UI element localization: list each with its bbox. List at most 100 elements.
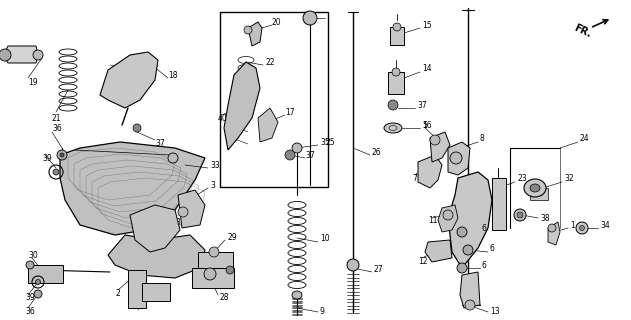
Circle shape xyxy=(576,222,588,234)
Polygon shape xyxy=(418,155,442,188)
Polygon shape xyxy=(5,46,38,63)
Circle shape xyxy=(303,11,317,25)
Text: 39: 39 xyxy=(42,154,52,163)
Circle shape xyxy=(226,266,234,274)
Text: 15: 15 xyxy=(422,20,432,29)
Circle shape xyxy=(133,124,141,132)
Bar xyxy=(220,12,328,187)
Text: 21: 21 xyxy=(52,114,61,123)
Text: 35: 35 xyxy=(320,138,330,147)
Bar xyxy=(28,265,63,283)
Text: 31: 31 xyxy=(175,218,185,227)
Text: 40: 40 xyxy=(218,114,228,123)
Text: 37: 37 xyxy=(155,139,165,148)
Text: 26: 26 xyxy=(372,148,382,156)
Polygon shape xyxy=(438,205,458,232)
Circle shape xyxy=(292,143,302,153)
Polygon shape xyxy=(548,222,560,245)
Circle shape xyxy=(244,26,252,34)
Polygon shape xyxy=(178,190,205,228)
Text: 33: 33 xyxy=(210,161,220,170)
Text: 8: 8 xyxy=(480,133,485,142)
Circle shape xyxy=(450,152,462,164)
Text: 14: 14 xyxy=(422,63,432,73)
Text: 10: 10 xyxy=(320,234,329,243)
Text: 1: 1 xyxy=(570,220,575,229)
Text: 20: 20 xyxy=(272,18,281,27)
Circle shape xyxy=(168,153,178,163)
Text: 12: 12 xyxy=(418,258,427,267)
Text: 38: 38 xyxy=(540,213,550,222)
Polygon shape xyxy=(448,142,470,175)
Circle shape xyxy=(457,263,467,273)
Polygon shape xyxy=(248,22,262,46)
Text: 25: 25 xyxy=(325,138,334,147)
Text: 30: 30 xyxy=(28,251,38,260)
Circle shape xyxy=(204,268,216,280)
Text: 2: 2 xyxy=(115,289,120,298)
Circle shape xyxy=(579,226,584,230)
Circle shape xyxy=(392,68,400,76)
Circle shape xyxy=(465,300,475,310)
Bar xyxy=(390,27,404,45)
Text: 3: 3 xyxy=(210,180,215,189)
Text: 37: 37 xyxy=(305,150,315,159)
Polygon shape xyxy=(60,142,205,235)
Text: 36: 36 xyxy=(25,308,35,316)
Text: 5: 5 xyxy=(422,121,427,130)
Circle shape xyxy=(34,290,42,298)
Bar xyxy=(388,72,404,94)
Circle shape xyxy=(26,261,34,269)
Bar xyxy=(198,252,233,270)
Circle shape xyxy=(209,247,219,257)
Circle shape xyxy=(514,209,526,221)
Text: 17: 17 xyxy=(285,108,295,116)
Circle shape xyxy=(388,100,398,110)
Text: 9: 9 xyxy=(320,308,325,316)
Text: 39: 39 xyxy=(25,293,35,302)
Text: 6: 6 xyxy=(482,260,487,269)
Text: FR.: FR. xyxy=(572,22,593,39)
Polygon shape xyxy=(430,132,450,162)
Polygon shape xyxy=(108,235,205,278)
Polygon shape xyxy=(100,52,158,108)
Bar xyxy=(128,270,146,308)
Text: 23: 23 xyxy=(517,173,527,182)
Text: 22: 22 xyxy=(265,58,274,67)
Circle shape xyxy=(35,279,40,284)
Circle shape xyxy=(178,207,188,217)
Text: 24: 24 xyxy=(580,133,589,142)
Text: 29: 29 xyxy=(228,233,238,242)
Ellipse shape xyxy=(530,184,540,192)
Circle shape xyxy=(347,259,359,271)
Bar xyxy=(142,283,170,301)
Circle shape xyxy=(457,227,467,237)
Polygon shape xyxy=(224,62,260,150)
Text: 7: 7 xyxy=(412,173,417,182)
Polygon shape xyxy=(130,205,180,252)
Circle shape xyxy=(443,210,453,220)
Circle shape xyxy=(430,135,440,145)
Text: 28: 28 xyxy=(220,293,230,302)
Ellipse shape xyxy=(524,179,546,197)
Polygon shape xyxy=(460,272,480,308)
Text: 34: 34 xyxy=(600,220,610,229)
Text: 37: 37 xyxy=(417,100,427,109)
Ellipse shape xyxy=(384,123,402,133)
Circle shape xyxy=(148,228,158,238)
Text: 27: 27 xyxy=(374,266,384,275)
Circle shape xyxy=(548,224,556,232)
Circle shape xyxy=(0,49,11,61)
Text: 18: 18 xyxy=(168,70,177,79)
Ellipse shape xyxy=(292,291,302,299)
Circle shape xyxy=(53,169,59,175)
Circle shape xyxy=(33,50,43,60)
Bar xyxy=(492,178,506,230)
Circle shape xyxy=(60,153,64,157)
Text: 6: 6 xyxy=(482,223,487,233)
Polygon shape xyxy=(425,240,452,262)
Polygon shape xyxy=(530,188,548,200)
Text: 32: 32 xyxy=(564,173,574,182)
Text: 36: 36 xyxy=(52,124,62,132)
Circle shape xyxy=(57,150,67,160)
